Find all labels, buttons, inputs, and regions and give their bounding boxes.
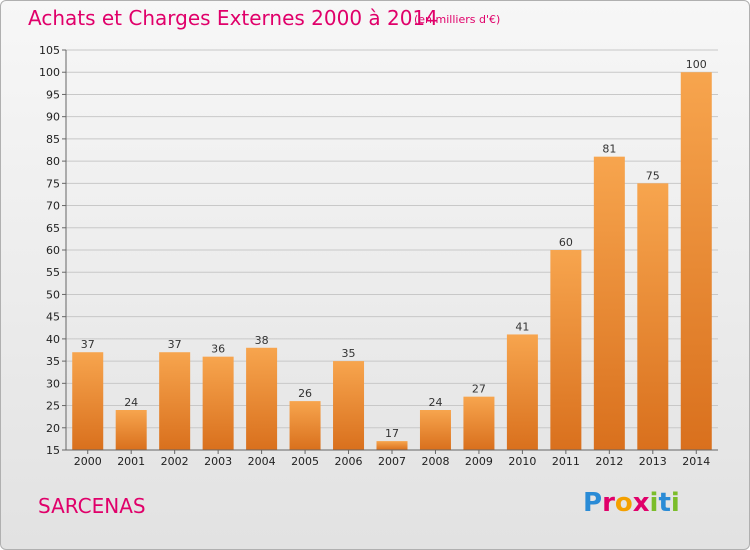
bar [72,352,104,450]
bars: 37 24 37 36 38 26 35 17 24 27 41 60 81 75 100 [72,58,712,451]
bar [637,183,669,451]
data-label: 24 [428,396,442,409]
y-axis: 15 20 25 30 35 40 45 50 55 60 65 70 75 80 85 90 95 100 105 [39,44,67,457]
bar [202,356,234,450]
data-label: 26 [298,387,312,400]
y-tick-label: 25 [46,400,60,413]
y-tick-label: 80 [46,155,60,168]
bar [506,334,538,450]
y-tick-label: 90 [46,111,60,124]
bar [246,347,278,450]
y-tick-label: 35 [46,355,60,368]
y-tick-label: 50 [46,288,60,301]
data-label: 60 [559,236,573,249]
y-tick-label: 40 [46,333,60,346]
y-tick-label: 30 [46,377,60,390]
y-tick-label: 15 [46,444,60,457]
y-tick-label: 70 [46,200,60,213]
y-tick-label: 55 [46,266,60,279]
x-tick-label: 2001 [117,455,145,468]
data-label: 35 [342,347,356,360]
x-tick-label: 2014 [682,455,710,468]
y-tick-label: 105 [39,44,60,57]
x-tick-label: 2007 [378,455,406,468]
data-label: 27 [472,383,486,396]
data-label: 17 [385,427,399,440]
x-tick-label: 2012 [595,455,623,468]
data-label: 75 [646,169,660,182]
x-tick-label: 2008 [421,455,449,468]
bar [463,396,495,450]
y-tick-label: 95 [46,88,60,101]
bar [680,72,712,450]
x-tick-label: 2009 [465,455,493,468]
data-label: 100 [686,58,707,71]
y-tick-label: 100 [39,66,60,79]
y-tick-label: 65 [46,222,60,235]
bar [289,401,321,450]
y-tick-label: 85 [46,133,60,146]
x-tick-label: 2003 [204,455,232,468]
bar [115,410,147,450]
chart-unit: (en milliers d'€) [414,13,501,26]
data-label: 37 [81,338,95,351]
data-label: 24 [124,396,138,409]
x-tick-label: 2000 [74,455,102,468]
data-label: 37 [168,338,182,351]
x-tick-label: 2004 [248,455,276,468]
data-label: 36 [211,343,225,356]
proxiti-logo[interactable]: Proxiti [583,488,680,518]
commune-name: SARCENAS [38,494,146,518]
bar [419,410,451,450]
x-tick-label: 2005 [291,455,319,468]
x-tick-label: 2013 [639,455,667,468]
y-tick-label: 75 [46,177,60,190]
x-tick-label: 2006 [335,455,363,468]
bar [550,250,582,450]
x-tick-label: 2002 [161,455,189,468]
data-label: 41 [515,320,529,333]
y-tick-label: 20 [46,422,60,435]
bar [333,361,365,450]
x-axis: 2000 2001 2002 2003 2004 2005 2006 2007 2008 2009… [66,449,718,468]
y-tick-label: 45 [46,311,60,324]
data-label: 81 [602,143,616,156]
y-tick-label: 60 [46,244,60,257]
bar [159,352,191,450]
x-tick-label: 2011 [552,455,580,468]
bar [593,156,625,450]
bar [376,441,408,450]
data-label: 38 [255,334,269,347]
chart-title: Achats et Charges Externes 2000 à 2014 [28,6,438,30]
x-tick-label: 2010 [508,455,536,468]
